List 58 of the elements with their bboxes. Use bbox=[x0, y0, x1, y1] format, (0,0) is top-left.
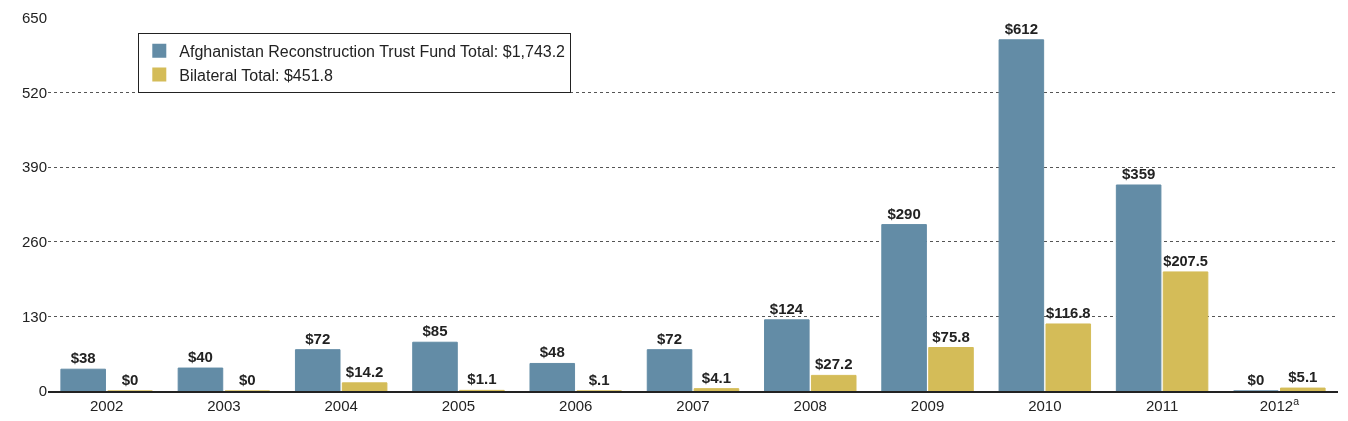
data-label: $207.5 bbox=[1163, 253, 1208, 270]
x-tick-label: 2008 bbox=[793, 397, 827, 414]
data-label: $48 bbox=[539, 343, 565, 361]
bar bbox=[646, 349, 693, 391]
bar bbox=[1280, 387, 1326, 391]
data-label: $612 bbox=[1004, 19, 1039, 37]
y-tick-label: 650 bbox=[21, 9, 47, 27]
y-tick-label: 520 bbox=[21, 83, 47, 101]
data-label: $0 bbox=[121, 371, 139, 388]
y-tick-label: 130 bbox=[21, 307, 47, 325]
data-label: $27.2 bbox=[814, 355, 853, 373]
x-tick-label: 2003 bbox=[207, 397, 241, 414]
data-label: $4.1 bbox=[701, 368, 732, 386]
data-label: $124 bbox=[769, 299, 804, 317]
bar bbox=[294, 349, 341, 391]
x-tick-label: 2007 bbox=[676, 397, 710, 414]
x-tick-label: 2012$^{a}$ bbox=[1259, 394, 1300, 414]
x-tick-label: 2010 bbox=[1028, 397, 1062, 414]
bar bbox=[177, 367, 224, 391]
x-tick-label: 2009 bbox=[910, 397, 945, 414]
data-label: $85 bbox=[422, 322, 448, 340]
bar bbox=[693, 388, 740, 391]
bar bbox=[341, 382, 388, 391]
data-label: $72 bbox=[657, 329, 683, 347]
bar bbox=[998, 39, 1045, 391]
data-label: $0 bbox=[1247, 371, 1265, 388]
data-label: $116.8 bbox=[1046, 305, 1091, 321]
data-label: $.1 bbox=[588, 370, 610, 388]
data-label: $72 bbox=[305, 329, 331, 347]
bar bbox=[1115, 184, 1162, 391]
legend-label: Bilateral Total: $451.8 bbox=[179, 66, 333, 84]
y-tick-label: 260 bbox=[21, 233, 47, 251]
data-label: $5.1 bbox=[1288, 368, 1318, 386]
x-tick-label: 2011 bbox=[1145, 397, 1179, 414]
bar bbox=[529, 362, 576, 391]
legend-label: Afghanistan Reconstruction Trust Fund Total: $1,743.2 bbox=[179, 43, 566, 61]
data-label: $359 bbox=[1121, 164, 1156, 182]
bar bbox=[1162, 271, 1209, 391]
data-label: $14.2 bbox=[345, 362, 384, 380]
x-tick-label: 2005 bbox=[441, 397, 476, 414]
bar bbox=[1045, 323, 1092, 391]
data-label: $1.1 bbox=[467, 370, 497, 388]
y-tick-label: 390 bbox=[21, 158, 47, 176]
y-tick-label: 0 bbox=[38, 382, 47, 400]
data-label: $40 bbox=[187, 348, 213, 366]
data-label: $38 bbox=[70, 349, 96, 367]
x-tick-label: 2002 bbox=[89, 397, 124, 414]
bar bbox=[881, 224, 927, 391]
bar bbox=[412, 341, 458, 391]
bar bbox=[764, 319, 810, 391]
x-tick-label: 2004 bbox=[324, 397, 358, 414]
x-tick-label: 2006 bbox=[559, 397, 593, 414]
bar bbox=[810, 374, 857, 391]
bar bbox=[60, 368, 106, 391]
data-label: $75.8 bbox=[932, 327, 970, 345]
bar bbox=[928, 347, 974, 391]
data-label: $0 bbox=[239, 371, 256, 388]
data-label: $290 bbox=[887, 204, 921, 222]
